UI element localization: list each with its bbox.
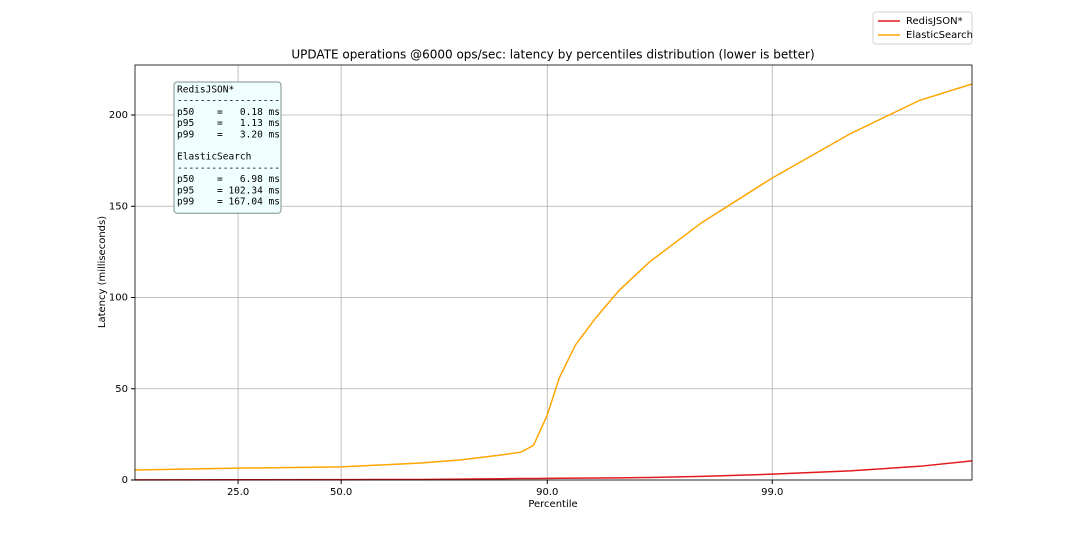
y-tick-label: 50 [115,384,128,395]
annotation-line: ------------------ [177,163,280,174]
annotation-line: ElasticSearch [177,152,251,163]
y-axis-label: Latency (milliseconds) [97,216,108,328]
annotation-line: p95 = 102.34 ms [177,185,280,196]
legend-label: ElasticSearch [906,30,973,41]
x-tick-label: 99.0 [761,487,783,498]
series-line [134,83,973,471]
annotation-box [173,81,282,214]
legend-box [872,11,973,45]
plot-frame [134,64,973,481]
annotation-line: ------------------ [177,96,280,107]
annotation-line: p50 = 6.98 ms [177,174,280,185]
y-tick-label: 200 [109,110,128,121]
annotation: RedisJSON*------------------p50 = 0.18 m… [173,81,282,214]
series-line [134,460,973,481]
annotation-line: p95 = 1.13 ms [177,118,280,129]
annotation-line: RedisJSON* [177,85,234,96]
x-tick-label: 50.0 [330,487,352,498]
legend-label: RedisJSON* [906,16,963,27]
y-tick-label: 0 [122,475,128,486]
x-axis-label: Percentile [528,499,577,510]
y-tick-label: 100 [109,293,128,304]
y-tick-label: 150 [109,201,128,212]
x-tick-label: 90.0 [536,487,558,498]
annotation-line: p99 = 3.20 ms [177,129,280,140]
annotation-line: p50 = 0.18 ms [177,107,280,118]
chart-title: UPDATE operations @6000 ops/sec: latency… [291,48,814,62]
x-tick-label: 25.0 [227,487,249,498]
annotation-line: p99 = 167.04 ms [177,197,280,208]
